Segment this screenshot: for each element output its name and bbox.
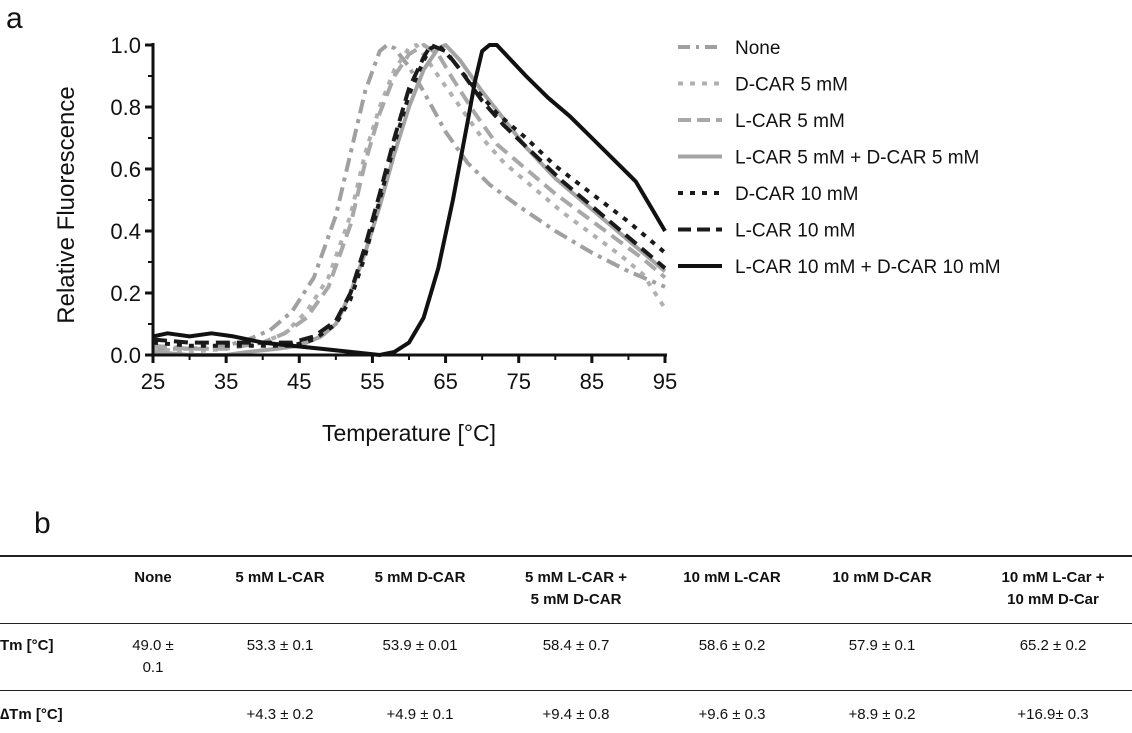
table-cell: +4.9 ± 0.1	[386, 706, 454, 723]
x-tick-label: 85	[580, 369, 604, 394]
legend-label-5: L-CAR 10 mM	[735, 221, 855, 242]
x-tick-label: 45	[287, 369, 311, 394]
y-tick-label: 0.0	[110, 343, 141, 368]
y-tick-label: 0.4	[110, 219, 141, 244]
legend-label-4: D-CAR 10 mM	[735, 184, 859, 205]
axes-layer: 25 35 45 55 65 75 85 95 0.0 0.2 0.4 0.6 0.8 1.0 Temper…	[53, 33, 677, 446]
table-cell: +9.4 ± 0.8	[542, 706, 610, 723]
legend-label-6: L-CAR 10 mM + D-CAR 10 mM	[735, 257, 1001, 278]
table-header-cell: 10 mM L-Car +10 mM D-Car	[1001, 569, 1105, 608]
panel-b-label: b	[34, 507, 51, 540]
legend: None D-CAR 5 mM L-CAR 5 mM L-CAR 5 mM + D-C…	[678, 38, 1001, 278]
table-top-rule	[0, 555, 1132, 557]
table-row-label: Tm [°C]	[0, 637, 54, 654]
legend-label-1: D-CAR 5 mM	[735, 75, 848, 96]
table-cell: +4.3 ± 0.2	[246, 706, 314, 723]
x-tick-label: 95	[653, 369, 677, 394]
table-cell: 65.2 ± 0.2	[1019, 637, 1087, 654]
series-layer	[152, 43, 667, 357]
y-axis-title: Relative Fluorescence	[53, 86, 80, 323]
x-tick-label: 65	[433, 369, 457, 394]
panel-a-label: a	[6, 2, 23, 35]
table-row-rule	[0, 690, 1132, 691]
y-tick-label: 1.0	[110, 33, 141, 58]
table-cell: 58.6 ± 0.2	[698, 637, 766, 654]
x-tick-label: 55	[360, 369, 384, 394]
x-tick-label: 25	[141, 369, 165, 394]
legend-label-3: L-CAR 5 mM + D-CAR 5 mM	[735, 148, 979, 169]
table-cell: 49.0 ±0.1	[132, 637, 174, 676]
series-line-0	[153, 43, 666, 351]
table-header-cell: 5 mM L-CAR +5 mM D-CAR	[524, 569, 628, 608]
table-header-cell: 10 mM D-CAR	[832, 569, 932, 586]
table-header-cell: 10 mM L-CAR	[683, 569, 781, 586]
x-tick-label: 75	[506, 369, 530, 394]
y-tick-label: 0.8	[110, 95, 141, 120]
table-header-cell: None	[134, 569, 172, 586]
y-tick-label: 0.6	[110, 157, 141, 182]
table-cell: +9.6 ± 0.3	[698, 706, 766, 723]
table-header-cell: 5 mM D-CAR	[374, 569, 466, 586]
table-cell: 53.3 ± 0.1	[246, 637, 314, 654]
y-tick-label: 0.2	[110, 281, 141, 306]
line-chart: 25 35 45 55 65 75 85 95 0.0 0.2 0.4 0.6 0.8 1.0 Temper…	[53, 33, 1001, 446]
series-line-5	[152, 43, 667, 345]
legend-label-0: None	[735, 38, 780, 59]
x-tick-label: 35	[214, 369, 238, 394]
series-line-2	[152, 43, 667, 351]
series-line-6	[152, 43, 667, 357]
legend-label-2: L-CAR 5 mM	[735, 111, 845, 132]
table-cell: +8.9 ± 0.2	[848, 706, 916, 723]
table-cell: 58.4 ± 0.7	[542, 637, 610, 654]
table-cell: +16.9± 0.3	[1017, 706, 1089, 723]
table-row-label: ∆Tm [°C]	[0, 706, 63, 723]
table-cell: 57.9 ± 0.1	[848, 637, 916, 654]
table-header-rule	[0, 623, 1132, 624]
x-axis-title: Temperature [°C]	[322, 420, 496, 446]
table-header-cell: 5 mM L-CAR	[235, 569, 325, 586]
table-cell: 53.9 ± 0.01	[382, 637, 458, 654]
series-line-1	[152, 43, 667, 354]
